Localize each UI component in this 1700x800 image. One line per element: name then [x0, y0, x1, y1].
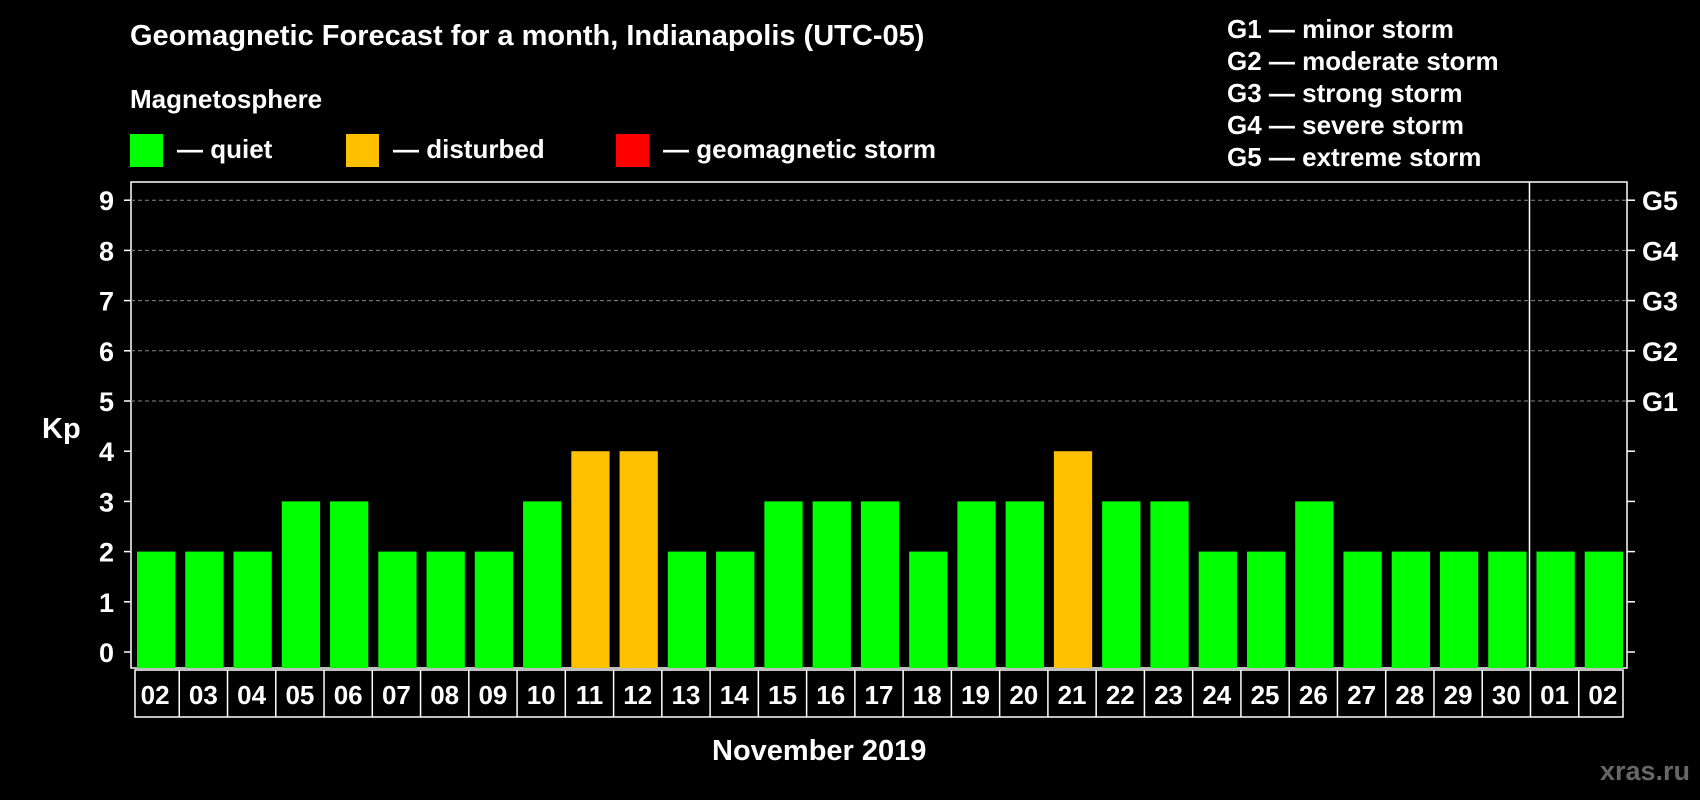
y-tick-label: 7 — [99, 287, 114, 317]
x-tick-label: 27 — [1347, 680, 1376, 710]
x-tick-label: 07 — [382, 680, 411, 710]
bar-28 — [1488, 551, 1527, 668]
bar-9 — [571, 451, 610, 668]
watermark: xras.ru — [1599, 756, 1690, 786]
legend-swatch-quiet — [130, 134, 163, 167]
x-tick-label: 28 — [1395, 680, 1424, 710]
x-tick-label: 02 — [141, 680, 170, 710]
bar-27 — [1439, 551, 1479, 668]
x-label-strip — [134, 669, 1624, 718]
right-axis-label-g5: G5 — [1642, 186, 1678, 216]
bar-11 — [667, 551, 707, 668]
bar-23 — [1246, 551, 1286, 668]
bar-29 — [1536, 551, 1575, 668]
right-axis-label-g4: G4 — [1642, 236, 1678, 266]
bar-0 — [137, 551, 176, 668]
x-tick-label: 04 — [237, 680, 266, 710]
bar-6 — [426, 551, 465, 668]
x-tick-label: 12 — [623, 680, 652, 710]
right-axis-label-g3: G3 — [1642, 287, 1678, 317]
bar-1 — [185, 551, 224, 668]
bar-20 — [1102, 501, 1141, 668]
bar-5 — [378, 551, 417, 668]
x-tick-label: 03 — [189, 680, 218, 710]
bar-18 — [1005, 501, 1044, 668]
storm-scale-g3: G3 — strong storm — [1227, 78, 1463, 108]
bar-3 — [281, 501, 321, 668]
x-tick-label: 29 — [1444, 680, 1473, 710]
bar-19 — [1053, 451, 1093, 668]
bar-8 — [523, 501, 562, 668]
bar-17 — [957, 501, 996, 668]
right-axis-label-g2: G2 — [1642, 337, 1678, 367]
storm-scale-g4: G4 — severe storm — [1227, 110, 1465, 140]
x-tick-label: 05 — [285, 680, 314, 710]
bar-25 — [1343, 551, 1382, 668]
legend-label-quiet: — quiet — [177, 134, 273, 164]
x-tick-label: 01 — [1540, 680, 1569, 710]
bar-30 — [1584, 551, 1623, 668]
x-tick-label: 15 — [768, 680, 797, 710]
x-tick-label: 06 — [334, 680, 363, 710]
bar-10 — [619, 451, 658, 668]
y-tick-label: 9 — [99, 186, 114, 216]
y-tick-label: 4 — [99, 437, 114, 467]
y-tick-label: 8 — [99, 236, 114, 266]
x-tick-label: 14 — [720, 680, 749, 710]
chart-title: Geomagnetic Forecast for a month, Indian… — [130, 20, 925, 52]
bar-15 — [860, 501, 900, 668]
bar-26 — [1391, 551, 1430, 668]
x-tick-label: 17 — [865, 680, 894, 710]
x-axis-label: November 2019 — [712, 735, 927, 767]
x-tick-label: 26 — [1299, 680, 1328, 710]
x-tick-label: 25 — [1251, 680, 1280, 710]
storm-scale-g2: G2 — moderate storm — [1227, 46, 1499, 76]
x-tick-label: 22 — [1106, 680, 1135, 710]
bar-24 — [1295, 501, 1334, 668]
y-tick-label: 5 — [99, 387, 114, 417]
x-tick-label: 30 — [1492, 680, 1521, 710]
legend-swatch-storm — [616, 134, 649, 167]
storm-scale-g1: G1 — minor storm — [1227, 14, 1454, 44]
x-tick-label: 16 — [816, 680, 845, 710]
y-tick-label: 1 — [99, 588, 114, 618]
bar-4 — [330, 501, 369, 668]
x-tick-label: 24 — [1202, 680, 1231, 710]
y-tick-label: 0 — [99, 638, 114, 668]
y-tick-label: 2 — [99, 538, 114, 568]
y-tick-label: 6 — [99, 337, 114, 367]
bar-21 — [1150, 501, 1189, 668]
x-tick-label: 13 — [672, 680, 701, 710]
legend-label-storm: — geomagnetic storm — [663, 134, 937, 164]
legend-heading: Magnetosphere — [130, 84, 323, 114]
legend-swatch-disturbed — [346, 134, 379, 167]
y-axis-label: Kp — [42, 413, 81, 445]
bar-7 — [474, 551, 514, 668]
x-tick-label: 19 — [961, 680, 990, 710]
x-tick-label: 10 — [527, 680, 556, 710]
bar-16 — [909, 551, 948, 668]
x-tick-label: 18 — [913, 680, 942, 710]
x-tick-label: 08 — [430, 680, 459, 710]
storm-scale-g5: G5 — extreme storm — [1227, 142, 1482, 172]
bar-22 — [1198, 551, 1237, 668]
bar-12 — [716, 551, 755, 668]
bar-14 — [812, 501, 851, 668]
y-tick-label: 3 — [99, 487, 114, 517]
x-tick-label: 09 — [478, 680, 507, 710]
bar-2 — [233, 551, 272, 668]
legend-label-disturbed: — disturbed — [393, 134, 545, 164]
x-tick-label: 20 — [1009, 680, 1038, 710]
right-axis-label-g1: G1 — [1642, 387, 1678, 417]
x-tick-label: 11 — [576, 680, 604, 710]
bar-13 — [764, 501, 803, 668]
x-tick-label: 21 — [1058, 680, 1087, 710]
x-tick-label: 23 — [1154, 680, 1183, 710]
x-tick-label: 02 — [1588, 680, 1617, 710]
